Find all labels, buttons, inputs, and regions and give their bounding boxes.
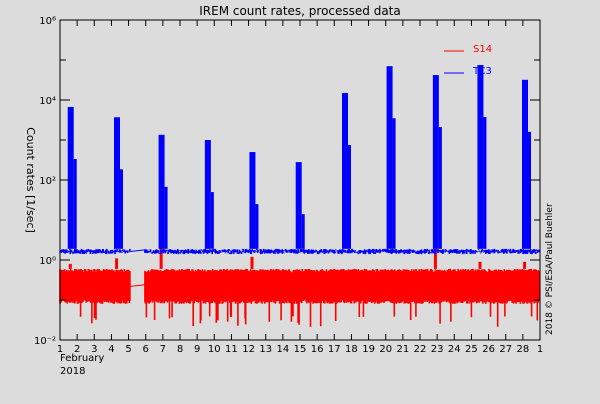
peak-tc3 [158,134,165,249]
x-tick-label: 23 [431,344,444,355]
peak-tc3 [204,140,211,249]
x-tick-label: 3 [91,344,97,355]
gap-connector [130,249,145,252]
plot-marks [59,64,540,327]
x-tick-label: 7 [160,344,166,355]
x-tick-label: 1 [57,344,63,355]
peak-tail [392,118,396,249]
x-tick-label: 9 [194,344,200,355]
x-tick-label: 10 [208,344,221,355]
peak-tc3 [67,106,74,249]
x-tick-label: 15 [294,344,307,355]
peak-tc3 [477,64,484,249]
x-tick-label: 20 [379,344,392,355]
peak-tail [210,192,214,249]
credit-text: 2018 © PSI/ESA/Paul Buehler [545,203,555,335]
chart-title: IREM count rates, processed data [199,4,401,18]
x-tick-label: 25 [465,344,478,355]
x-tick-label: 11 [225,344,238,355]
x-tick-label: 16 [311,344,324,355]
x-axis-label: February [60,353,104,364]
legend-label-tc3: TC3 [472,66,492,77]
peak-tail [483,117,487,249]
series-tc3 [59,64,540,255]
legend-label-s14: S14 [473,44,492,55]
x-tick-label: 14 [276,344,289,355]
y-axis: 10⁶ 10⁴ 10² 10⁰ 10⁻² [34,16,540,347]
peak-tail [301,214,305,249]
x-axis-year: 2018 [60,366,85,377]
x-tick-label: 22 [414,344,427,355]
x-tick-label: 28 [516,344,529,355]
x-tick-label: 18 [345,344,358,355]
peak-tc3 [295,162,302,249]
x-tick-label: 8 [177,344,183,355]
peak-tail [255,204,259,249]
series-s14 [59,244,540,327]
peak-tc3 [432,75,439,249]
x-tick-label: 13 [259,344,272,355]
peak-tail [120,169,123,249]
peak-tc3 [249,152,256,249]
peak-tc3 [522,79,528,249]
y-tick-label: 10⁻² [34,336,56,347]
y-tick-label: 10² [39,176,56,187]
x-axis: 1 2 3 4 5 6 7 8 9 10 11 12 13 14 15 16 17 18 19 20 21 22 23 24 2… [57,20,543,355]
peak-tc3 [342,92,348,249]
peak-tail [73,158,77,249]
x-tick-label: 26 [482,344,495,355]
x-tick-label: 6 [143,344,149,355]
x-tick-label: 19 [362,344,375,355]
x-tick-label: 5 [125,344,131,355]
x-tick-label: 24 [448,344,461,355]
gap-connector [130,284,145,287]
x-tick-label: 4 [108,344,114,355]
x-tick-label: 27 [499,344,512,355]
legend: S14 TC3 [444,44,492,77]
y-tick-label: 10⁴ [39,96,56,107]
y-tick-label: 10⁰ [39,256,56,267]
baseline-band-s14 [59,268,540,327]
x-tick-label: 12 [242,344,255,355]
peak-tc3 [114,117,120,249]
peak-tail [164,186,168,249]
peak-tc3 [386,66,393,249]
peak-tail [348,144,351,249]
y-tick-label: 10⁶ [39,16,56,27]
x-tick-label: 1 [537,344,543,355]
peak-tail [528,131,531,249]
x-tick-label: 21 [396,344,409,355]
peak-tail [438,127,442,249]
x-tick-label: 2 [74,344,80,355]
y-axis-label: Count rates [1/sec] [24,127,37,233]
x-tick-label: 17 [328,344,341,355]
